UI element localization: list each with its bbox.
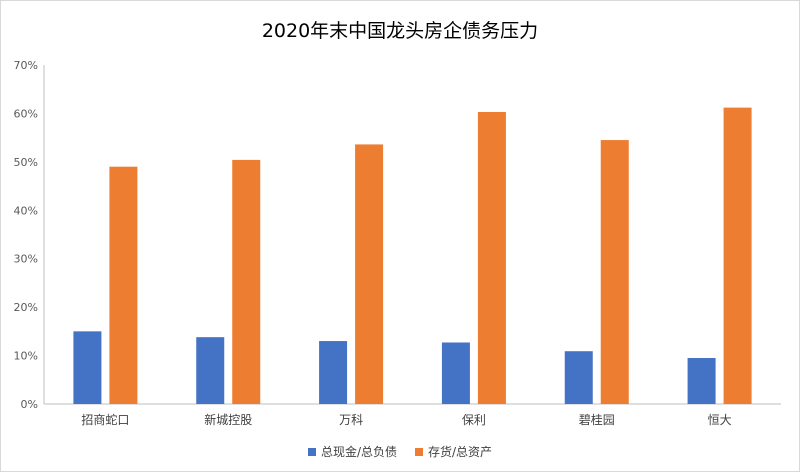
chart-title: 2020年末中国龙头房企债务压力	[261, 20, 539, 42]
bar-inventory-assets	[355, 144, 384, 404]
y-tick-labels: 0% 10% 20% 30% 40% 50% 60% 70%	[14, 59, 38, 411]
legend-item-inventory-assets: 存货/总资产	[415, 443, 492, 460]
legend-label-inventory-assets: 存货/总资产	[428, 445, 493, 459]
legend-swatch-cash-debt	[307, 447, 316, 456]
bar-cash-debt	[441, 342, 470, 404]
y-tick-label: 30%	[14, 253, 38, 266]
bar-inventory-assets	[723, 107, 752, 405]
bar-cash-debt	[319, 341, 348, 404]
bar-inventory-assets	[600, 140, 629, 405]
legend: 总现金/总负债 存货/总资产	[1, 443, 799, 460]
x-category-label: 碧桂园	[579, 412, 615, 427]
bar-inventory-assets	[477, 111, 506, 405]
bar-inventory-assets	[232, 159, 261, 404]
bar-cash-debt	[564, 351, 593, 404]
legend-label-cash-debt: 总现金/总负债	[320, 445, 397, 459]
y-tick-label: 10%	[14, 350, 38, 363]
y-tick-label: 20%	[14, 301, 38, 314]
x-category-label: 万科	[339, 413, 363, 427]
x-category-label: 招商蛇口	[81, 412, 129, 427]
y-tick-label: 0%	[21, 398, 38, 411]
y-tick-label: 70%	[14, 59, 38, 72]
y-tick-label: 40%	[14, 204, 38, 217]
bars-group	[73, 107, 752, 405]
legend-item-cash-debt: 总现金/总负债	[307, 443, 397, 460]
y-tick-label: 50%	[14, 156, 38, 169]
y-tick-label: 60%	[14, 107, 38, 120]
x-category-label: 恒大	[708, 413, 732, 427]
bar-cash-debt	[196, 337, 225, 404]
bar-cash-debt	[73, 331, 102, 404]
bar-cash-debt	[687, 357, 716, 404]
legend-swatch-inventory-assets	[415, 447, 423, 456]
bar-inventory-assets	[109, 166, 138, 404]
category-labels: 招商蛇口 新城控股 万科 保利 碧桂园 恒大	[81, 412, 731, 427]
x-category-label: 保利	[462, 413, 486, 427]
x-category-label: 新城控股	[204, 412, 252, 427]
